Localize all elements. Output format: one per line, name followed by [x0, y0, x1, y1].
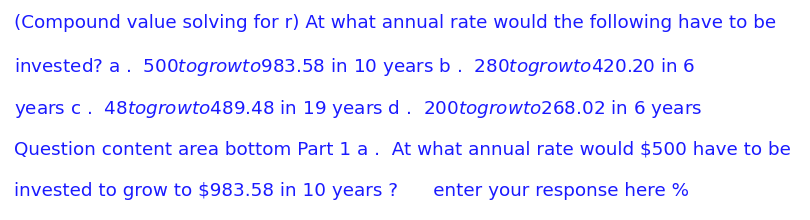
Text: years c .  $48 to grow to $489.48 in 19 years d .  $200 to grow to $268.02 in 6 : years c . $48 to grow to $489.48 in 19 y… — [14, 98, 702, 120]
Text: invested to grow to $983.58 in 10 years ?      enter your response here %: invested to grow to $983.58 in 10 years … — [14, 182, 689, 200]
Text: (Compound value solving for r) At what annual rate would the following have to b: (Compound value solving for r) At what a… — [14, 14, 776, 32]
Text: invested? a .  $500 to grow to $983.58 in 10 years b .  $280 to grow to $420.20 : invested? a . $500 to grow to $983.58 in… — [14, 56, 696, 78]
Text: Question content area bottom Part 1 a .  At what annual rate would $500 have to : Question content area bottom Part 1 a . … — [14, 140, 791, 158]
